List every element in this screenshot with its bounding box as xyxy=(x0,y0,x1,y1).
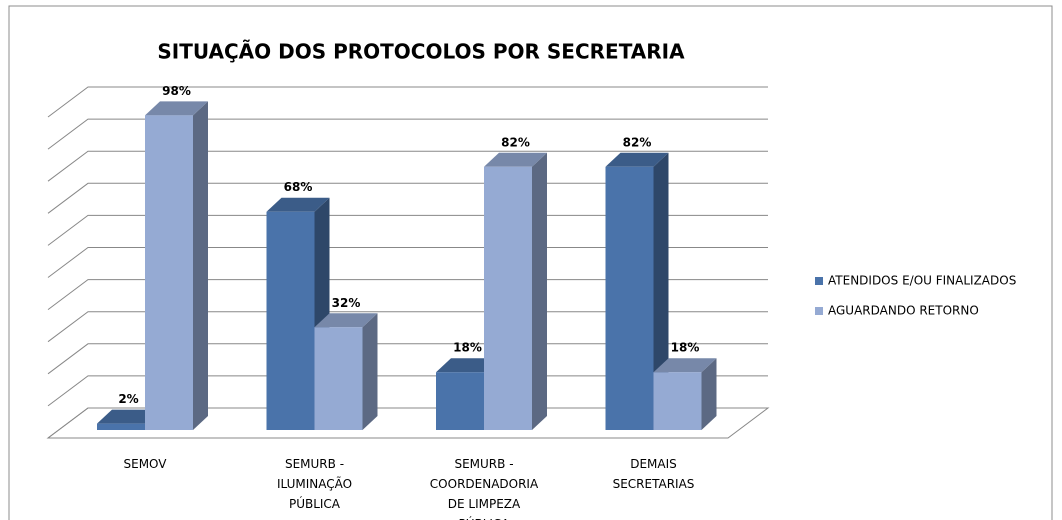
data-label: 32% xyxy=(332,296,361,310)
bar-top xyxy=(605,152,669,167)
chart-title: SITUAÇÃO DOS PROTOCOLOS POR SECRETARIA xyxy=(157,40,685,64)
bar-top xyxy=(145,101,208,116)
bar-front xyxy=(653,372,702,430)
data-label: 2% xyxy=(118,392,138,406)
bar-front xyxy=(97,423,145,430)
bar xyxy=(653,358,717,430)
bar-top xyxy=(314,313,378,328)
data-label: 98% xyxy=(162,84,191,98)
bar-top xyxy=(653,358,717,373)
grid-line xyxy=(47,118,768,150)
bar-front xyxy=(605,166,654,430)
bar xyxy=(484,152,547,430)
bar-top xyxy=(266,197,330,212)
data-label: 82% xyxy=(501,135,530,149)
legend-swatch xyxy=(815,307,823,315)
grid-line xyxy=(47,86,768,118)
bar-top xyxy=(436,358,499,373)
bar-side xyxy=(193,101,208,431)
x-tick-label: SEMURB - ILUMINAÇÃO PÚBLICA xyxy=(276,457,353,511)
data-label: 18% xyxy=(671,341,700,355)
bar-side xyxy=(532,152,547,430)
bar-side xyxy=(701,358,717,430)
bar-top xyxy=(484,152,547,167)
bar-side xyxy=(653,152,669,430)
bar-front xyxy=(484,166,532,430)
grid-line xyxy=(47,150,768,182)
bar-side xyxy=(362,313,378,430)
bar xyxy=(314,313,378,430)
x-tick-label: DEMAIS SECRETARIAS xyxy=(612,457,695,491)
data-label: 18% xyxy=(453,341,482,355)
legend-label: AGUARDANDO RETORNO xyxy=(828,304,979,318)
data-label: 82% xyxy=(623,135,652,149)
bar-top xyxy=(97,409,160,424)
bar-front xyxy=(314,327,363,430)
legend-swatch xyxy=(815,277,823,285)
x-tick-label: SEMURB - COORDENADORIA DE LIMPEZA PÚBLIC… xyxy=(429,457,539,520)
bar-front xyxy=(436,372,484,430)
bar-front xyxy=(145,115,193,431)
legend-label: ATENDIDOS E/OU FINALIZADOS xyxy=(828,274,1016,288)
bar-front xyxy=(266,211,315,430)
data-label: 68% xyxy=(284,180,313,194)
bar xyxy=(605,152,669,430)
bar xyxy=(145,101,208,431)
x-tick-label: SEMOV xyxy=(123,457,167,471)
